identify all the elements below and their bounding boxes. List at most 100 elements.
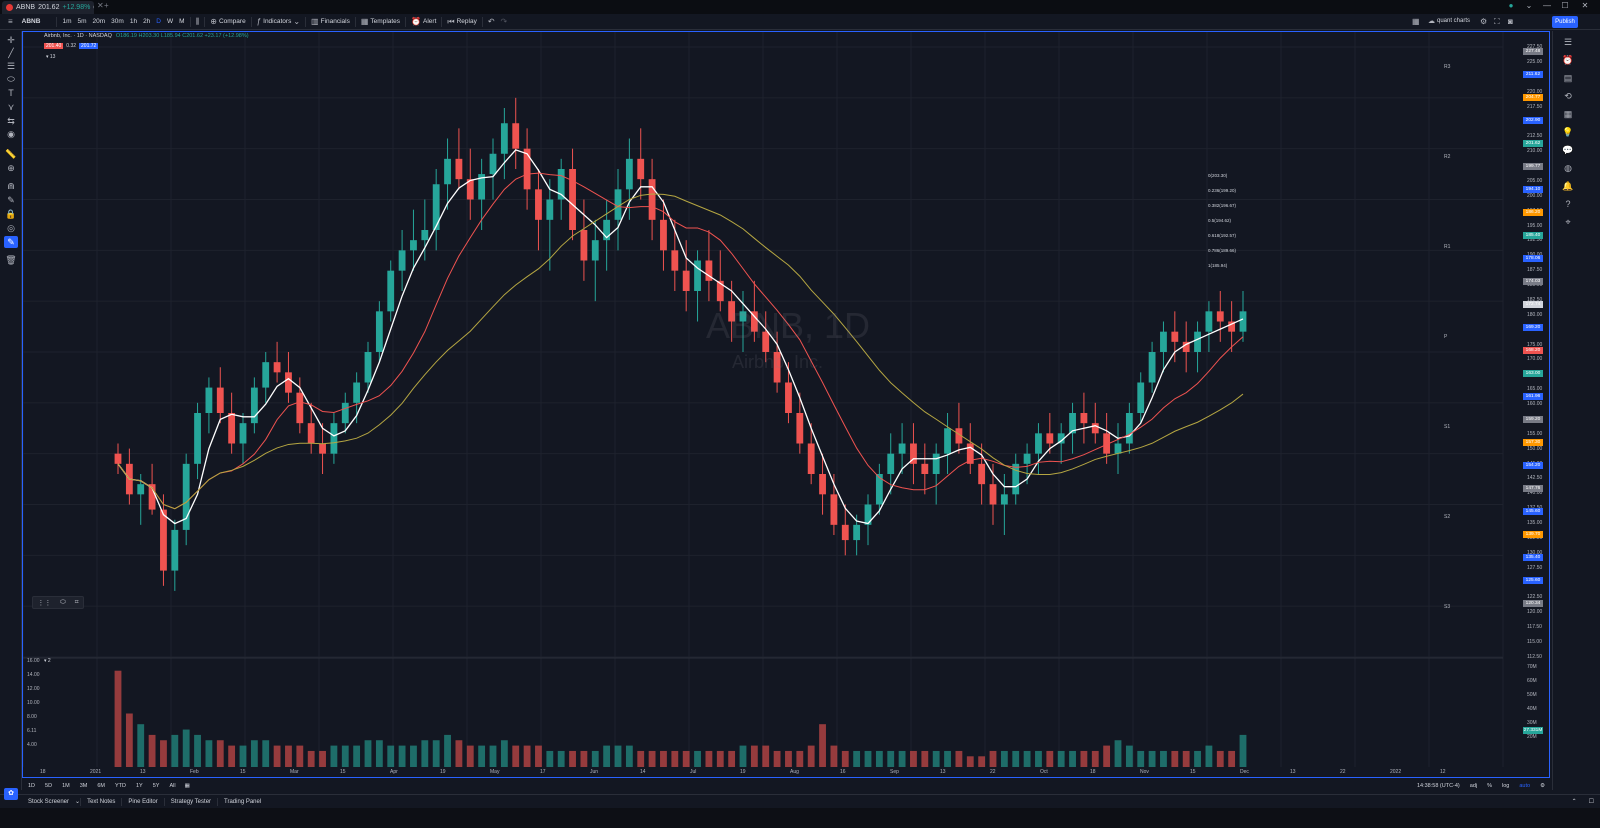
interval-1m[interactable]: 1m (62, 18, 72, 25)
interval-5m[interactable]: 5m (77, 18, 87, 25)
range-1d[interactable]: 1D (28, 783, 36, 789)
range-3m[interactable]: 3M (79, 783, 88, 789)
cloud-icon[interactable]: ☁ (1428, 18, 1435, 25)
settings-gear-icon[interactable]: ⚙ (1480, 17, 1488, 26)
range-all[interactable]: All (169, 783, 176, 789)
interval-m[interactable]: M (179, 18, 185, 25)
eye-icon[interactable]: ◉ (7, 128, 15, 139)
symbol-search-button[interactable]: ABNB (21, 18, 41, 25)
undo-icon[interactable]: ↶ (487, 17, 495, 26)
menu-icon[interactable]: ≡ (8, 17, 13, 26)
chevron-down-icon[interactable]: ⌄ (75, 799, 81, 805)
replay-button[interactable]: ⏮ Replay (444, 17, 479, 27)
pivot-label: S3 (1444, 604, 1451, 610)
tab-close-icon[interactable]: ✕ (97, 1, 104, 10)
alert-button[interactable]: ⏰ Alert (408, 17, 439, 26)
range-6m[interactable]: 6M (97, 783, 105, 789)
fullscreen-icon[interactable]: ⛶ (1494, 17, 1500, 26)
redo-icon[interactable]: ↷ (500, 17, 508, 26)
indicators-collapse[interactable]: ▾ 13 (46, 54, 56, 60)
fib-icon[interactable]: ☰ (6, 60, 16, 71)
scale-settings-icon[interactable]: ⚙ (1540, 783, 1545, 789)
tab-pine-editor[interactable]: Pine Editor (128, 798, 158, 805)
help-icon[interactable]: ? (1565, 199, 1571, 209)
notifications-icon[interactable]: 🔔 (1562, 180, 1574, 191)
interval-d[interactable]: D (156, 18, 161, 25)
sell-price[interactable]: 201.40 (44, 43, 64, 49)
tab-text-notes[interactable]: Text Notes (87, 798, 116, 805)
watchlist-icon[interactable]: ☰ (1563, 36, 1573, 47)
volume-bar (1137, 750, 1145, 767)
hotlist-icon[interactable]: ⟲ (1564, 90, 1572, 101)
compare-button[interactable]: ⊕ Compare (207, 17, 248, 26)
volume-bar (194, 734, 201, 767)
financials-button[interactable]: ▥ Financials (308, 17, 353, 26)
candles-icon[interactable]: ⫼ (195, 16, 200, 26)
log-toggle[interactable]: log (1502, 783, 1510, 789)
collapse-panel-icon[interactable]: ⌃ (1571, 799, 1577, 805)
text-icon[interactable]: T (8, 88, 14, 98)
data-window-icon[interactable]: ▤ (1563, 72, 1573, 83)
goto-date-icon[interactable]: ▦ (184, 783, 190, 789)
new-tab-button[interactable]: + (104, 1, 109, 10)
auto-toggle[interactable]: auto (1519, 783, 1531, 789)
drag-handle-icon[interactable]: ⋮⋮ (37, 599, 52, 607)
percent-toggle[interactable]: % (1487, 783, 1492, 789)
publish-button[interactable]: Publish (1552, 16, 1578, 28)
maximize-icon[interactable]: ☐ (1561, 1, 1569, 10)
range-5y[interactable]: 5Y (152, 783, 160, 789)
layout-grid-icon[interactable]: ▦ (1412, 17, 1420, 26)
account-icon[interactable]: ● (1508, 1, 1514, 10)
volume-pane-legend[interactable]: ▾ 2 (44, 658, 51, 664)
buy-price[interactable]: 201.72 (79, 43, 99, 49)
ruler-icon[interactable]: 📏 (5, 148, 17, 159)
range-ytd[interactable]: YTD (114, 783, 126, 789)
interval-w[interactable]: W (167, 18, 174, 25)
candle-body (1205, 311, 1213, 332)
magnet-icon[interactable]: ⋒ (7, 180, 15, 191)
minimize-icon[interactable]: — (1543, 1, 1551, 10)
templates-button[interactable]: ▦ Templates (358, 17, 403, 26)
ideas-icon[interactable]: 💡 (1562, 126, 1574, 137)
time-scale[interactable] (23, 768, 1523, 777)
chart-canvas[interactable] (23, 32, 1550, 768)
lock-icon[interactable]: 🔒 (5, 208, 17, 219)
crosshair-icon[interactable]: ✛ (7, 34, 15, 45)
hide-icon[interactable]: ◎ (7, 222, 15, 233)
prediction-icon[interactable]: ⇆ (7, 115, 15, 126)
tab-trading-panel[interactable]: Trading Panel (224, 798, 262, 805)
alerts-icon[interactable]: ⏰ (1562, 54, 1574, 65)
interval-20m[interactable]: 20m (92, 18, 106, 25)
clock[interactable]: 14:38:58 (UTC-4) (1416, 783, 1460, 789)
tab-stock-screener[interactable]: Stock Screener (28, 798, 70, 805)
streams-icon[interactable]: ◍ (1564, 162, 1572, 173)
favorites-icon[interactable]: ✎ (4, 236, 18, 248)
object-tree-icon[interactable]: ⌖ (1565, 216, 1571, 227)
brush-icon[interactable]: ⬭ (7, 73, 15, 84)
calendar-icon[interactable]: ▦ (1563, 108, 1573, 119)
chat-icon[interactable]: 💬 (1562, 144, 1574, 155)
close-icon[interactable]: ✕ (1581, 1, 1589, 10)
frame-icon[interactable]: ⌗ (74, 598, 79, 606)
maximize-panel-icon[interactable]: ☐ (1588, 799, 1594, 805)
interval-2h[interactable]: 2h (143, 18, 151, 25)
trash-icon[interactable]: 🗑 (5, 254, 17, 265)
range-5d[interactable]: 5D (45, 783, 53, 789)
brush-icon[interactable]: ⬭ (60, 598, 67, 606)
zoom-icon[interactable]: ⊕ (7, 162, 15, 173)
layout-name[interactable]: quant charts (1437, 18, 1471, 24)
range-1m[interactable]: 1M (62, 783, 70, 789)
interval-30m[interactable]: 30m (111, 18, 124, 25)
browser-tab[interactable]: ABNB 201.62 +12.98% quot (2, 1, 94, 14)
interval-1h[interactable]: 1h (129, 18, 138, 25)
chevron-down-icon[interactable]: ⌄ (1525, 1, 1533, 10)
pattern-icon[interactable]: ⋎ (7, 101, 15, 112)
tab-strategy-tester[interactable]: Strategy Tester (170, 798, 212, 805)
adj-toggle[interactable]: adj (1469, 783, 1478, 789)
trend-line-icon[interactable]: ╱ (8, 47, 14, 58)
range-1y[interactable]: 1Y (135, 783, 143, 789)
tradingview-logo-icon[interactable]: ✿ (4, 788, 18, 800)
camera-icon[interactable]: ◙ (1508, 17, 1513, 26)
indicators-button[interactable]: ƒ Indicators ⌄ (254, 17, 303, 26)
stay-drawing-icon[interactable]: ✎ (7, 194, 15, 205)
